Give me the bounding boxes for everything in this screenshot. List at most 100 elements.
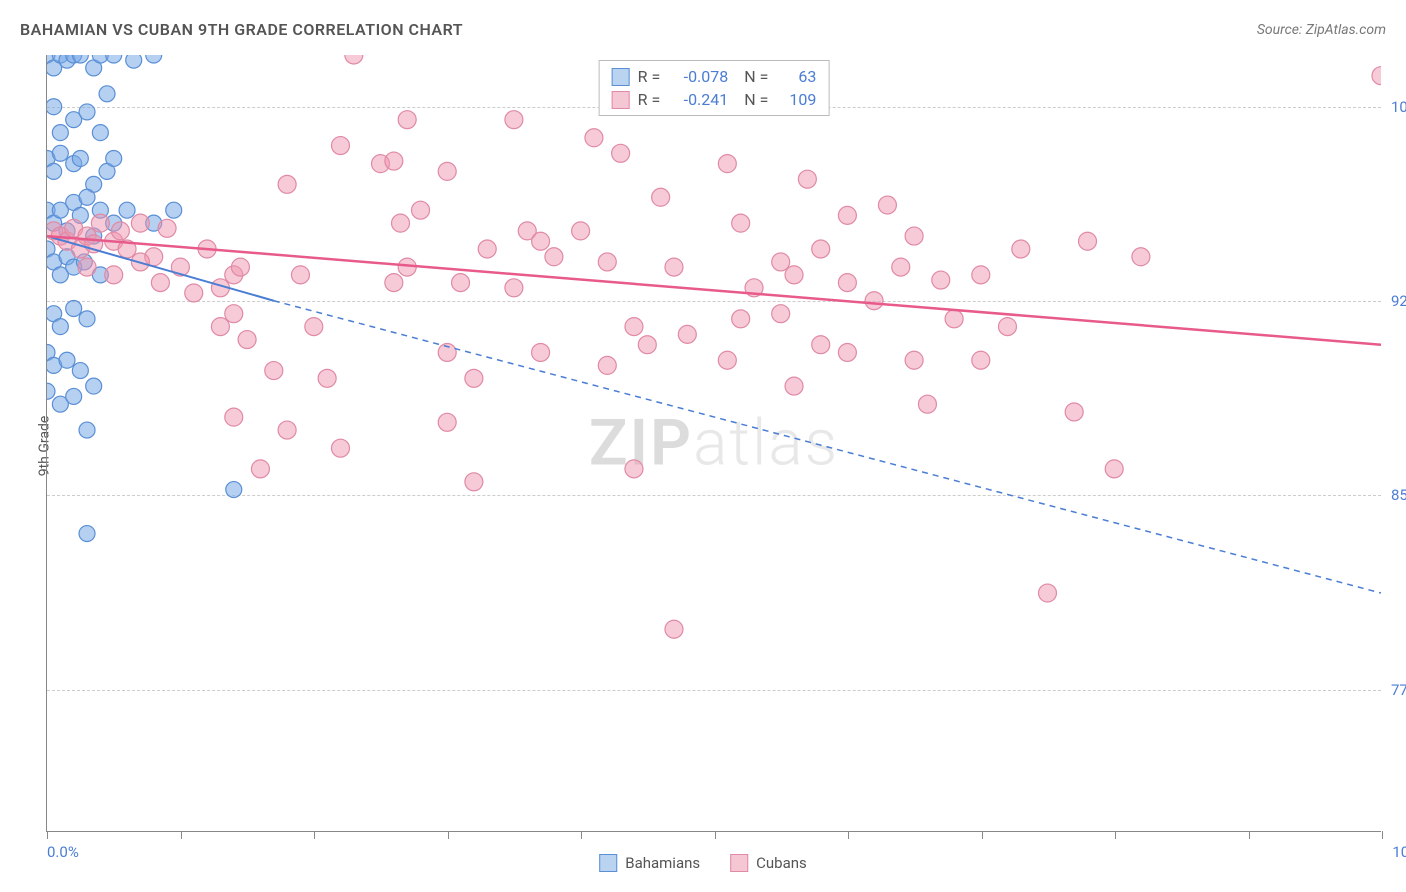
scatter-point bbox=[598, 356, 616, 374]
scatter-point bbox=[305, 318, 323, 336]
plot-area: ZIPatlas R =-0.078 N =63R =-0.241 N =109… bbox=[46, 55, 1381, 832]
scatter-point bbox=[52, 145, 68, 161]
x-tick bbox=[47, 831, 48, 839]
scatter-point bbox=[66, 388, 82, 404]
scatter-point bbox=[92, 125, 108, 141]
scatter-point bbox=[412, 201, 430, 219]
scatter-point bbox=[772, 253, 790, 271]
legend-r-value: -0.241 bbox=[668, 90, 728, 109]
scatter-point bbox=[126, 55, 142, 68]
scatter-point bbox=[1079, 232, 1097, 250]
x-tick bbox=[1249, 831, 1250, 839]
legend-label: Cubans bbox=[756, 854, 807, 872]
scatter-point bbox=[732, 214, 750, 232]
scatter-point bbox=[79, 526, 95, 542]
scatter-point bbox=[652, 188, 670, 206]
scatter-point bbox=[111, 222, 129, 240]
scatter-point bbox=[265, 362, 283, 380]
scatter-point bbox=[331, 137, 349, 155]
scatter-point bbox=[226, 482, 242, 498]
legend-item: Bahamians bbox=[599, 854, 700, 872]
scatter-point bbox=[79, 104, 95, 120]
legend-corr-row: R =-0.241 N =109 bbox=[612, 88, 817, 111]
scatter-svg bbox=[47, 55, 1381, 831]
scatter-point bbox=[532, 343, 550, 361]
scatter-point bbox=[838, 274, 856, 292]
scatter-point bbox=[1065, 403, 1083, 421]
scatter-point bbox=[785, 377, 803, 395]
scatter-point bbox=[106, 150, 122, 166]
scatter-point bbox=[732, 310, 750, 328]
chart-title: BAHAMIAN VS CUBAN 9TH GRADE CORRELATION … bbox=[20, 20, 463, 39]
scatter-point bbox=[66, 301, 82, 317]
scatter-point bbox=[772, 305, 790, 323]
scatter-point bbox=[1012, 240, 1030, 258]
x-tick bbox=[314, 831, 315, 839]
scatter-point bbox=[225, 305, 243, 323]
scatter-point bbox=[105, 266, 123, 284]
scatter-point bbox=[465, 473, 483, 491]
scatter-point bbox=[47, 163, 62, 179]
scatter-point bbox=[78, 258, 96, 276]
legend-corr-row: R =-0.078 N =63 bbox=[612, 65, 817, 88]
scatter-point bbox=[612, 144, 630, 162]
legend-n-value: 63 bbox=[776, 67, 816, 86]
x-tick bbox=[982, 831, 983, 839]
scatter-point bbox=[211, 318, 229, 336]
legend-n-label: N = bbox=[736, 67, 768, 86]
scatter-point bbox=[585, 129, 603, 147]
scatter-point bbox=[47, 383, 55, 399]
scatter-point bbox=[158, 219, 176, 237]
scatter-point bbox=[1132, 248, 1150, 266]
x-tick bbox=[848, 831, 849, 839]
legend-swatch bbox=[612, 91, 630, 109]
scatter-point bbox=[905, 351, 923, 369]
x-tick bbox=[581, 831, 582, 839]
scatter-point bbox=[478, 240, 496, 258]
scatter-point bbox=[1105, 460, 1123, 478]
scatter-point bbox=[72, 150, 88, 166]
scatter-point bbox=[385, 152, 403, 170]
legend-label: Bahamians bbox=[625, 854, 700, 872]
legend-swatch bbox=[599, 854, 617, 872]
scatter-point bbox=[452, 274, 470, 292]
scatter-point bbox=[278, 421, 296, 439]
series-legend: Bahamians Cubans bbox=[599, 854, 807, 872]
scatter-point bbox=[131, 214, 149, 232]
scatter-point bbox=[438, 162, 456, 180]
scatter-point bbox=[185, 284, 203, 302]
scatter-point bbox=[625, 318, 643, 336]
legend-n-value: 109 bbox=[776, 90, 816, 109]
scatter-point bbox=[238, 331, 256, 349]
scatter-point bbox=[318, 369, 336, 387]
scatter-point bbox=[972, 266, 990, 284]
scatter-point bbox=[79, 422, 95, 438]
scatter-point bbox=[918, 395, 936, 413]
x-tick bbox=[715, 831, 716, 839]
scatter-point bbox=[86, 378, 102, 394]
x-tick bbox=[448, 831, 449, 839]
scatter-point bbox=[291, 266, 309, 284]
legend-r-label: R = bbox=[638, 67, 661, 86]
scatter-point bbox=[52, 319, 68, 335]
scatter-point bbox=[385, 274, 403, 292]
scatter-point bbox=[79, 189, 95, 205]
scatter-point bbox=[718, 351, 736, 369]
correlation-legend: R =-0.078 N =63R =-0.241 N =109 bbox=[599, 60, 830, 116]
legend-swatch bbox=[730, 854, 748, 872]
scatter-point bbox=[1372, 67, 1381, 85]
scatter-point bbox=[278, 175, 296, 193]
scatter-point bbox=[665, 620, 683, 638]
scatter-point bbox=[392, 214, 410, 232]
scatter-point bbox=[932, 271, 950, 289]
scatter-point bbox=[72, 363, 88, 379]
y-tick-label: 85.0% bbox=[1391, 486, 1406, 504]
scatter-point bbox=[945, 310, 963, 328]
x-tick-label-right: 100.0% bbox=[1392, 843, 1406, 861]
scatter-point bbox=[638, 336, 656, 354]
scatter-point bbox=[785, 266, 803, 284]
scatter-point bbox=[598, 253, 616, 271]
y-tick-label: 77.5% bbox=[1391, 681, 1406, 699]
scatter-point bbox=[678, 325, 696, 343]
scatter-point bbox=[972, 351, 990, 369]
